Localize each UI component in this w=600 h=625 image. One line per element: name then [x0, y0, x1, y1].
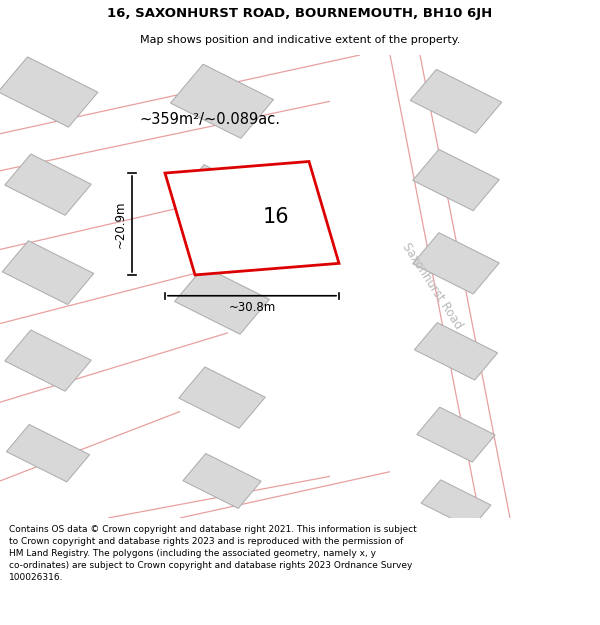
Polygon shape: [175, 164, 269, 232]
Polygon shape: [175, 266, 269, 334]
Text: Map shows position and indicative extent of the property.: Map shows position and indicative extent…: [140, 34, 460, 44]
Text: 16: 16: [263, 207, 289, 227]
Polygon shape: [413, 149, 499, 211]
Text: ~20.9m: ~20.9m: [113, 200, 127, 248]
Polygon shape: [165, 161, 339, 275]
Text: Saxonhurst Road: Saxonhurst Road: [400, 241, 464, 332]
Text: Contains OS data © Crown copyright and database right 2021. This information is : Contains OS data © Crown copyright and d…: [9, 526, 417, 582]
Polygon shape: [179, 367, 265, 428]
Polygon shape: [0, 57, 98, 127]
Polygon shape: [417, 408, 495, 462]
Polygon shape: [421, 480, 491, 528]
Text: 16, SAXONHURST ROAD, BOURNEMOUTH, BH10 6JH: 16, SAXONHURST ROAD, BOURNEMOUTH, BH10 6…: [107, 8, 493, 20]
Polygon shape: [415, 322, 497, 380]
Polygon shape: [170, 64, 274, 138]
Polygon shape: [413, 232, 499, 294]
Polygon shape: [183, 454, 261, 508]
Text: ~359m²/~0.089ac.: ~359m²/~0.089ac.: [139, 112, 281, 128]
Polygon shape: [2, 241, 94, 304]
Polygon shape: [410, 69, 502, 133]
Text: ~30.8m: ~30.8m: [229, 301, 275, 314]
Polygon shape: [7, 424, 89, 482]
Polygon shape: [5, 330, 91, 391]
Polygon shape: [5, 154, 91, 215]
